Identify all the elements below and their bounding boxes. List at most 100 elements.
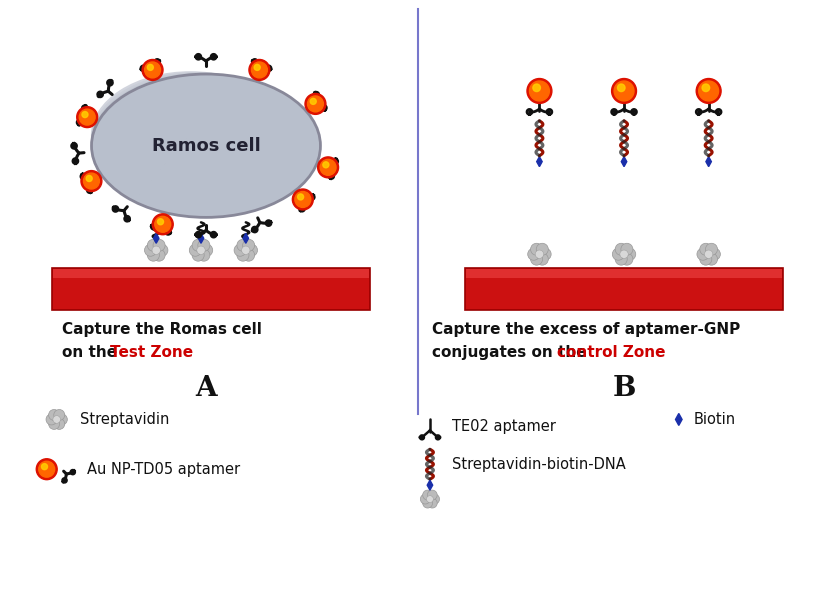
Circle shape: [428, 498, 438, 508]
Circle shape: [696, 79, 721, 103]
Text: Test Zone: Test Zone: [110, 345, 194, 360]
Circle shape: [533, 84, 540, 91]
Circle shape: [192, 249, 205, 261]
Circle shape: [237, 249, 249, 261]
Circle shape: [234, 244, 246, 256]
Circle shape: [200, 244, 213, 256]
Circle shape: [249, 59, 270, 81]
Ellipse shape: [91, 71, 291, 200]
Circle shape: [423, 498, 433, 508]
FancyBboxPatch shape: [52, 268, 370, 310]
Circle shape: [624, 248, 635, 260]
Circle shape: [705, 250, 713, 258]
Circle shape: [311, 99, 316, 105]
Polygon shape: [154, 233, 159, 243]
FancyBboxPatch shape: [465, 268, 783, 310]
Circle shape: [297, 194, 304, 200]
Circle shape: [254, 64, 261, 70]
Text: Biotin: Biotin: [694, 412, 736, 427]
Text: TE02 aptamer: TE02 aptamer: [452, 419, 556, 434]
Circle shape: [611, 79, 636, 103]
Circle shape: [700, 243, 711, 255]
Text: Capture the Romas cell: Capture the Romas cell: [62, 322, 261, 337]
Circle shape: [530, 253, 543, 265]
Circle shape: [320, 159, 336, 175]
Circle shape: [153, 249, 165, 261]
Circle shape: [708, 248, 721, 260]
Circle shape: [46, 414, 57, 425]
Text: Ramos cell: Ramos cell: [152, 136, 261, 154]
Circle shape: [53, 418, 65, 429]
Polygon shape: [428, 480, 433, 490]
Text: Au NP-TD05 aptamer: Au NP-TD05 aptamer: [87, 462, 240, 477]
Circle shape: [154, 216, 170, 232]
Circle shape: [529, 81, 549, 101]
Circle shape: [295, 192, 311, 207]
Circle shape: [323, 162, 329, 168]
Circle shape: [237, 239, 249, 251]
Circle shape: [706, 243, 717, 255]
Circle shape: [535, 250, 544, 258]
Ellipse shape: [91, 73, 311, 212]
Text: A: A: [195, 374, 217, 401]
Polygon shape: [676, 413, 682, 426]
Circle shape: [152, 246, 160, 254]
Circle shape: [153, 239, 165, 251]
Circle shape: [528, 248, 539, 260]
Text: conjugates on the: conjugates on the: [432, 345, 592, 360]
Circle shape: [158, 219, 164, 225]
Circle shape: [198, 239, 210, 251]
Circle shape: [243, 249, 255, 261]
Text: control Zone: control Zone: [557, 345, 665, 360]
Circle shape: [53, 409, 65, 421]
Circle shape: [84, 173, 99, 189]
Circle shape: [144, 62, 160, 78]
Circle shape: [621, 253, 633, 265]
Circle shape: [536, 253, 549, 265]
Circle shape: [241, 246, 250, 254]
Circle shape: [190, 244, 201, 256]
Circle shape: [612, 248, 625, 260]
Circle shape: [77, 106, 98, 127]
Circle shape: [536, 243, 549, 255]
Circle shape: [706, 253, 717, 265]
Polygon shape: [198, 233, 204, 243]
Circle shape: [539, 248, 551, 260]
Circle shape: [292, 189, 313, 210]
Text: B: B: [612, 374, 635, 401]
Circle shape: [36, 459, 57, 480]
Circle shape: [617, 84, 625, 91]
Circle shape: [198, 249, 210, 261]
Circle shape: [428, 490, 438, 500]
Circle shape: [147, 249, 159, 261]
Circle shape: [48, 418, 59, 429]
Text: on the: on the: [62, 345, 122, 360]
Circle shape: [42, 463, 48, 470]
Circle shape: [144, 244, 156, 256]
Ellipse shape: [92, 74, 321, 218]
Polygon shape: [706, 157, 711, 166]
Circle shape: [614, 81, 634, 101]
Circle shape: [82, 112, 88, 118]
Circle shape: [57, 414, 68, 425]
Circle shape: [156, 244, 168, 256]
Circle shape: [702, 84, 710, 91]
Circle shape: [245, 244, 257, 256]
FancyBboxPatch shape: [466, 269, 782, 278]
Circle shape: [81, 171, 102, 192]
Circle shape: [152, 214, 173, 235]
Circle shape: [423, 490, 433, 500]
FancyBboxPatch shape: [53, 269, 369, 278]
Circle shape: [142, 59, 163, 81]
Circle shape: [527, 79, 552, 103]
Text: Streptavidin-biotin-DNA: Streptavidin-biotin-DNA: [452, 457, 625, 472]
Circle shape: [86, 175, 92, 182]
Circle shape: [620, 250, 628, 258]
Circle shape: [615, 253, 627, 265]
Circle shape: [530, 243, 543, 255]
Circle shape: [317, 157, 338, 178]
Circle shape: [53, 416, 60, 423]
Circle shape: [251, 62, 267, 78]
Circle shape: [307, 96, 323, 112]
Polygon shape: [621, 157, 627, 166]
